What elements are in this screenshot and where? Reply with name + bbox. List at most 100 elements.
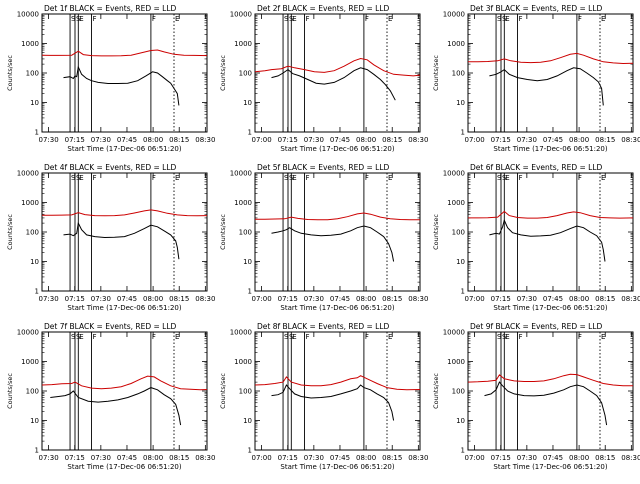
y-tick-label: 10000 [230,170,252,178]
event-marker-label: S [284,333,289,341]
x-axis-label: Start Time (17-Dec-06 06:51:20) [280,304,394,312]
plot-frame [467,172,634,292]
y-tick-label: 1000 [21,40,39,48]
event-marker-label: F [578,15,582,23]
y-tick-label: 1 [35,447,39,455]
x-tick-label: 08:00 [356,295,376,303]
y-tick-label: 1 [248,129,252,137]
event-marker-label: F [519,333,523,341]
event-marker-label: F [519,174,523,182]
y-tick-label: 10000 [17,11,39,19]
x-tick-label: 08:15 [169,295,189,303]
series-line-lld [41,49,208,57]
x-axis-label: Start Time (17-Dec-06 06:51:20) [493,145,607,153]
y-tick-label: 1000 [234,358,252,366]
event-marker-label: E [175,174,179,182]
y-tick-label: 10000 [443,329,465,337]
x-tick-label: 07:45 [543,454,563,462]
event-marker-label: E [388,15,392,23]
x-tick-label: 08:00 [569,295,589,303]
x-tick-label: 07:15 [491,136,511,144]
x-tick-label: 07:00 [465,136,485,144]
event-marker-label: F [365,174,369,182]
x-tick-label: 08:15 [382,295,402,303]
y-tick-label: 1 [461,129,465,137]
series-line-lld [468,210,634,219]
y-tick-label: 10 [243,258,252,266]
event-marker-label: E [79,333,83,341]
event-marker-label: F [578,174,582,182]
series-line-events [271,225,395,262]
plot-frame [41,331,208,451]
chart-panel-4: Det 4f BLACK = Events, RED = LLD Counts/s… [6,163,215,312]
y-tick-label: 1 [248,288,252,296]
series-line-events [50,387,182,426]
x-tick-label: 08:30 [408,454,428,462]
event-marker-label: E [601,174,605,182]
event-marker-label: E [505,15,509,23]
y-tick-label: 1 [461,447,465,455]
chart-title: Det 6f BLACK = Events, RED = LLD [470,163,603,172]
chart-panel-7: Det 7f BLACK = Events, RED = LLD Counts/s… [6,322,215,471]
x-tick-label: 08:30 [621,136,640,144]
x-tick-label: 07:00 [252,295,272,303]
chart-panel-1: Det 1f BLACK = Events, RED = LLD Counts/s… [6,4,215,153]
chart-title: Det 8f BLACK = Events, RED = LLD [257,322,390,331]
event-marker-label: S [497,174,502,182]
x-tick-label: 07:30 [304,454,324,462]
y-axis-label: Counts/sec [432,55,440,91]
x-tick-label: 07:00 [465,295,485,303]
event-marker-label: F [152,15,156,23]
y-tick-label: 1000 [21,358,39,366]
y-tick-label: 10 [243,417,252,425]
chart-panel-6: Det 6f BLACK = Events, RED = LLD Counts/s… [432,163,640,312]
y-tick-label: 100 [26,388,39,396]
event-marker-label: S [71,15,76,23]
y-tick-label: 10000 [17,170,39,178]
series-line-events [489,218,606,262]
event-marker-label: F [93,333,97,341]
x-tick-label: 08:00 [143,295,163,303]
event-marker-label: S [497,15,502,23]
y-tick-label: 10 [30,258,39,266]
x-tick-label: 07:15 [278,136,298,144]
x-tick-label: 07:15 [65,454,85,462]
chart-panel-2: Det 2f BLACK = Events, RED = LLD Counts/s… [219,4,428,153]
chart-title: Det 3f BLACK = Events, RED = LLD [470,4,603,13]
x-tick-label: 07:45 [330,136,350,144]
event-marker-label: S [71,333,76,341]
event-marker-label: E [292,15,296,23]
x-tick-label: 08:30 [195,295,215,303]
event-marker-label: F [152,174,156,182]
y-tick-label: 1000 [234,199,252,207]
event-marker-label: E [292,333,296,341]
y-tick-label: 10 [456,417,465,425]
series-line-lld [42,209,208,217]
y-tick-label: 10 [30,417,39,425]
y-tick-label: 100 [239,229,252,237]
event-marker-label: E [79,15,83,23]
event-marker-label: F [578,333,582,341]
y-tick-label: 10000 [443,11,465,19]
chart-title: Det 9f BLACK = Events, RED = LLD [470,322,603,331]
y-axis-label: Counts/sec [432,214,440,250]
x-tick-label: 07:15 [65,136,85,144]
event-marker-label: F [306,333,310,341]
series-line-events [484,381,608,426]
x-tick-label: 07:45 [543,295,563,303]
y-tick-label: 1 [248,447,252,455]
event-marker-label: F [306,174,310,182]
series-line-events [63,65,180,106]
event-marker-label: E [388,333,392,341]
x-tick-label: 07:00 [252,454,272,462]
series-line-events [63,221,180,260]
plot-frame [254,331,421,451]
event-marker-label: E [505,333,509,341]
y-tick-label: 1 [35,129,39,137]
x-tick-label: 07:15 [491,454,511,462]
event-marker-label: S [284,15,289,23]
event-marker-label: E [292,174,296,182]
y-tick-label: 1000 [234,40,252,48]
y-axis-label: Counts/sec [6,55,14,91]
